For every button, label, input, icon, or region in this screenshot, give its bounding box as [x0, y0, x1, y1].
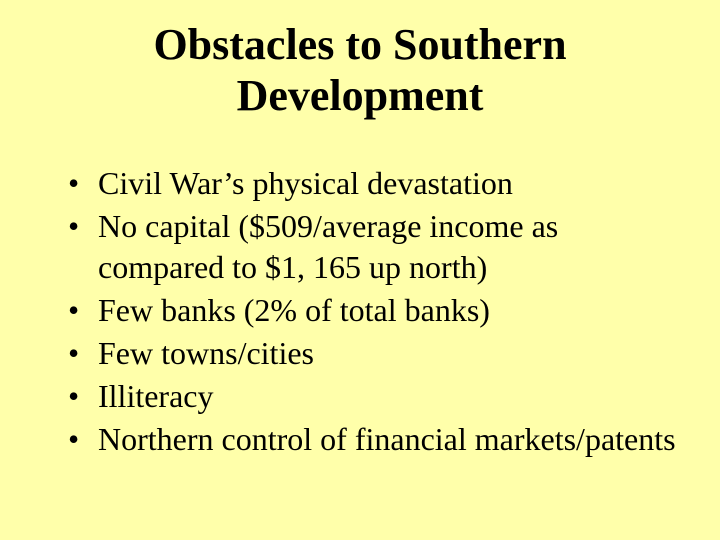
list-item: Illiteracy	[68, 376, 680, 417]
list-item: Civil War’s physical devastation	[68, 163, 680, 204]
list-item: Few towns/cities	[68, 333, 680, 374]
slide-title: Obstacles to Southern Development	[40, 20, 680, 121]
list-item: Northern control of financial markets/pa…	[68, 419, 680, 460]
list-item: Few banks (2% of total banks)	[68, 290, 680, 331]
list-item: No capital ($509/average income as compa…	[68, 206, 680, 288]
bullet-list: Civil War’s physical devastation No capi…	[40, 163, 680, 460]
